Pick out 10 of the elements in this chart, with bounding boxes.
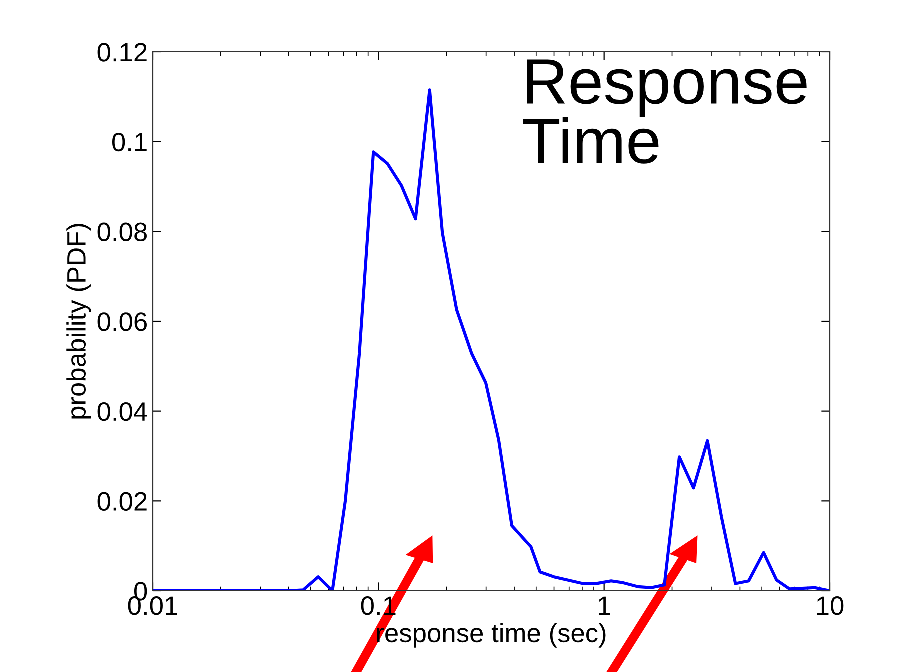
y-axis-title: probability (PDF)	[66, 224, 92, 419]
y-tick-label: 0.12	[98, 43, 147, 62]
y-tick-label: 0.1	[112, 132, 147, 152]
y-tick-label: 0.02	[98, 492, 147, 511]
chart-title: Response Time	[523, 60, 807, 164]
x-tick-label: 1	[599, 596, 610, 615]
y-tick-label: 0.08	[98, 222, 147, 242]
y-tick-label: 0.06	[98, 312, 147, 332]
x-tick-label: 10	[817, 596, 844, 616]
y-tick-label: 0.04	[98, 402, 148, 422]
